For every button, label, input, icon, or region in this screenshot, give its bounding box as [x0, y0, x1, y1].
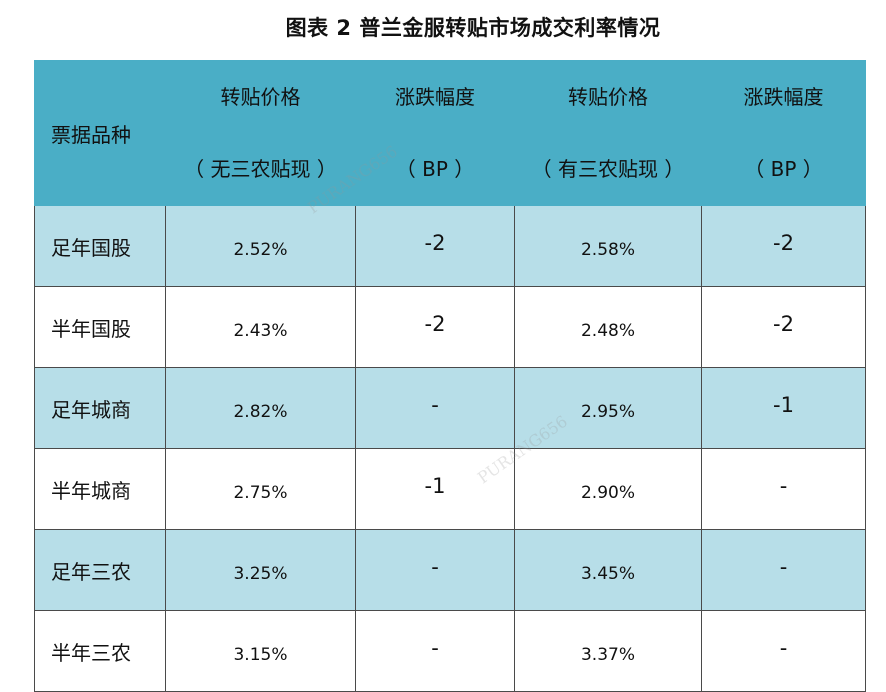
- change-with-sannong-cell: -: [701, 529, 866, 611]
- table-row: 半年三农 3.15% - 3.37% -: [34, 610, 866, 692]
- header-change-no-sannong-line1: 涨跌幅度: [395, 85, 475, 109]
- table-row: 足年城商 2.82% - 2.95% -1: [34, 367, 866, 449]
- change-no-sannong-cell: -: [355, 529, 515, 611]
- change-with-sannong-cell: -2: [701, 205, 866, 287]
- price-with-sannong-cell: 3.37%: [514, 610, 702, 692]
- price-no-sannong-cell: 2.75%: [165, 448, 356, 530]
- table-row: 足年三农 3.25% - 3.45% -: [34, 529, 866, 611]
- change-with-sannong-cell: -: [701, 610, 866, 692]
- bill-type-cell: 半年城商: [34, 448, 166, 530]
- price-with-sannong-cell: 2.58%: [514, 205, 702, 287]
- price-with-sannong-cell: 2.48%: [514, 286, 702, 368]
- change-no-sannong-cell: -1: [355, 448, 515, 530]
- header-bill-type: 票据品种: [34, 60, 166, 206]
- header-price-no-sannong-line2: （ 无三农贴现 ）: [184, 157, 337, 181]
- change-no-sannong-cell: -: [355, 367, 515, 449]
- header-change-with-sannong-line2: （ BP ）: [744, 157, 823, 181]
- table-row: 半年国股 2.43% -2 2.48% -2: [34, 286, 866, 368]
- header-price-with-sannong-line2: （ 有三农贴现 ）: [531, 157, 685, 181]
- change-with-sannong-cell: -1: [701, 367, 866, 449]
- header-change-with-sannong-line1: 涨跌幅度: [743, 85, 824, 109]
- price-no-sannong-cell: 3.15%: [165, 610, 356, 692]
- header-row: 票据品种 转贴价格 （ 无三农贴现 ） 涨跌幅度 （ BP ） 转贴价格 （ 有…: [34, 60, 866, 206]
- header-change-with-sannong: 涨跌幅度 （ BP ）: [701, 60, 866, 206]
- bill-type-cell: 足年三农: [34, 529, 166, 611]
- table-header: 票据品种 转贴价格 （ 无三农贴现 ） 涨跌幅度 （ BP ） 转贴价格 （ 有…: [34, 60, 866, 206]
- header-price-with-sannong-line1: 转贴价格: [568, 85, 648, 109]
- change-no-sannong-cell: -2: [355, 286, 515, 368]
- header-price-no-sannong: 转贴价格 （ 无三农贴现 ）: [165, 60, 356, 206]
- price-with-sannong-cell: 3.45%: [514, 529, 702, 611]
- header-price-with-sannong: 转贴价格 （ 有三农贴现 ）: [514, 60, 702, 206]
- change-no-sannong-cell: -: [355, 610, 515, 692]
- table-row: 足年国股 2.52% -2 2.58% -2: [34, 205, 866, 287]
- change-with-sannong-cell: -: [701, 448, 866, 530]
- table-row: 半年城商 2.75% -1 2.90% -: [34, 448, 866, 530]
- table-body: 足年国股 2.52% -2 2.58% -2 半年国股 2.43% -2 2.4…: [34, 205, 866, 692]
- bill-type-cell: 半年三农: [34, 610, 166, 692]
- header-change-no-sannong: 涨跌幅度 （ BP ）: [355, 60, 515, 206]
- price-with-sannong-cell: 2.95%: [514, 367, 702, 449]
- change-with-sannong-cell: -2: [701, 286, 866, 368]
- price-no-sannong-cell: 2.43%: [165, 286, 356, 368]
- price-no-sannong-cell: 2.52%: [165, 205, 356, 287]
- bill-type-cell: 足年国股: [34, 205, 166, 287]
- bill-type-cell: 半年国股: [34, 286, 166, 368]
- price-no-sannong-cell: 3.25%: [165, 529, 356, 611]
- header-change-no-sannong-line2: （ BP ）: [395, 157, 475, 181]
- bill-type-cell: 足年城商: [34, 367, 166, 449]
- figure-title: 图表 2 普兰金服转贴市场成交利率情况: [285, 16, 661, 40]
- rate-table: 票据品种 转贴价格 （ 无三农贴现 ） 涨跌幅度 （ BP ） 转贴价格 （ 有…: [34, 60, 866, 692]
- price-with-sannong-cell: 2.90%: [514, 448, 702, 530]
- header-price-no-sannong-line1: 转贴价格: [220, 85, 301, 109]
- change-no-sannong-cell: -2: [355, 205, 515, 287]
- price-no-sannong-cell: 2.82%: [165, 367, 356, 449]
